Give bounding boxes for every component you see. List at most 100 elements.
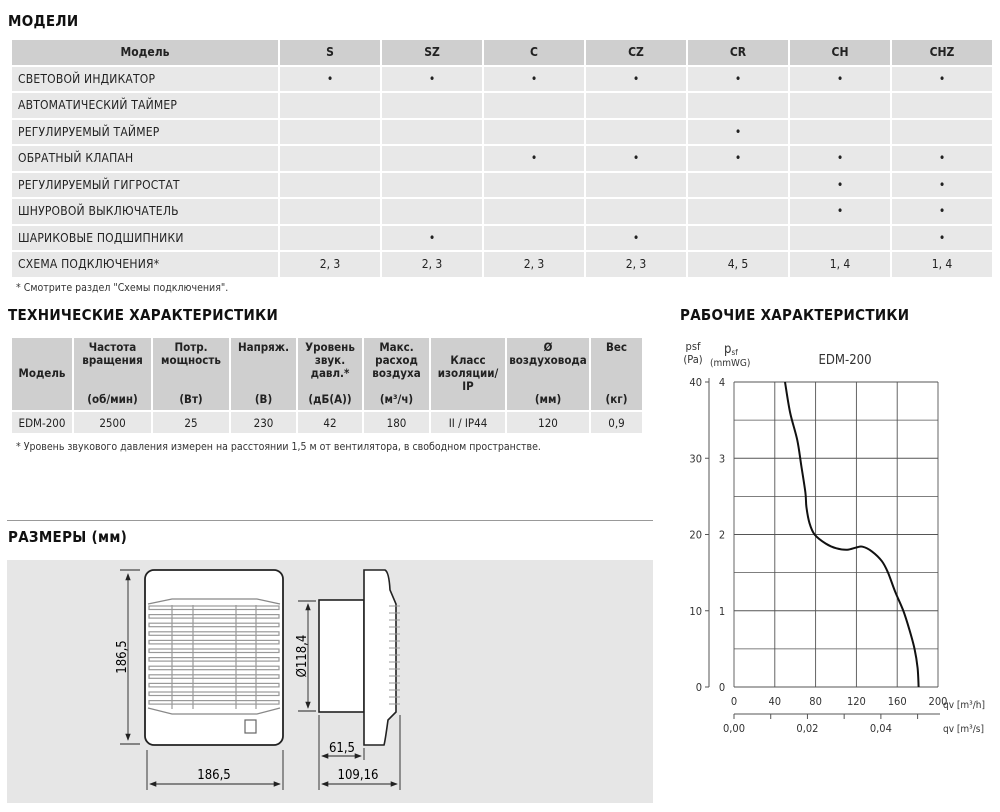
tech-header: Модель	[12, 338, 72, 410]
models-title: МОДЕЛИ	[8, 12, 79, 30]
tech-cell: 25	[153, 412, 229, 433]
feature-label: СВЕТОВОЙ ИНДИКАТОР	[12, 66, 278, 91]
x-tick-label: 200	[929, 695, 948, 708]
feature-cell	[586, 93, 686, 118]
feature-cell: •	[688, 119, 788, 144]
feature-cell: 2, 3	[280, 252, 380, 277]
feature-cell	[688, 199, 788, 224]
tech-note: * Уровень звукового давления измерен на …	[16, 441, 541, 453]
feature-cell	[688, 93, 788, 118]
feature-cell	[382, 199, 482, 224]
tech-header: Напряж. (В)	[231, 338, 296, 410]
models-note: * Смотрите раздел "Схемы подключения".	[16, 282, 229, 294]
y2-tick-label: 1	[719, 605, 725, 618]
tech-cell: EDM-200	[12, 412, 72, 433]
louver	[148, 613, 280, 619]
tech-header: Макс. расход воздуха (м³/ч)	[364, 338, 429, 410]
y2-tick-label: 0	[719, 681, 725, 694]
tech-header-name: Модель	[18, 366, 66, 380]
tech-header-name: Ø воздуховода	[509, 340, 587, 367]
fan-front-view	[144, 569, 284, 746]
y-unit-mmwg: (mmWG)	[710, 358, 750, 369]
feature-cell: •	[790, 66, 890, 91]
feature-cell: 2, 3	[382, 252, 482, 277]
feature-label: АВТОМАТИЧЕСКИЙ ТАЙМЕР	[12, 93, 278, 118]
models-header-cz: CZ	[586, 40, 686, 65]
dimensions-title: РАЗМЕРЫ (мм)	[8, 528, 128, 546]
y-tick-label: 10	[689, 605, 702, 618]
tech-cell: 230	[231, 412, 296, 433]
feature-cell	[484, 119, 584, 144]
tech-header-name: Класс изоляции/ IP	[437, 353, 499, 393]
feature-cell	[586, 172, 686, 197]
dim-height: 186,5	[115, 640, 130, 673]
feature-cell	[280, 199, 380, 224]
models-header-cr: CR	[688, 40, 788, 65]
feature-cell	[892, 93, 992, 118]
feature-cell: •	[892, 146, 992, 171]
feature-cell	[382, 119, 482, 144]
dim-width: 186,5	[197, 768, 230, 783]
feature-cell	[280, 146, 380, 171]
x-label-m3s: qv [m³/s]	[943, 724, 984, 735]
feature-cell: •	[892, 225, 992, 250]
feature-cell: •	[586, 225, 686, 250]
y-tick-label: 0	[696, 681, 702, 694]
feature-cell: •	[688, 146, 788, 171]
tech-header-name: Потр. мощность	[161, 340, 221, 367]
louver	[148, 682, 280, 688]
models-header-sz: SZ	[382, 40, 482, 65]
feature-cell: 2, 3	[484, 252, 584, 277]
fan-side-view	[318, 569, 400, 746]
feature-cell	[688, 172, 788, 197]
tech-header-name: Частота вращения	[82, 340, 143, 367]
feature-cell	[790, 93, 890, 118]
feature-cell: •	[892, 66, 992, 91]
feature-cell	[280, 225, 380, 250]
feature-cell: •	[892, 172, 992, 197]
tech-title: ТЕХНИЧЕСКИЕ ХАРАКТЕРИСТИКИ	[8, 306, 279, 324]
tech-header: Ø воздуховода (мм)	[507, 338, 589, 410]
feature-cell	[382, 93, 482, 118]
feature-cell: 1, 4	[892, 252, 992, 277]
y-tick-label: 30	[689, 452, 702, 465]
feature-cell: •	[790, 172, 890, 197]
feature-cell	[892, 119, 992, 144]
tech-header-unit: (об/мин)	[87, 392, 138, 406]
x2-tick-label: 0,04	[870, 722, 892, 735]
feature-cell	[280, 172, 380, 197]
feature-cell: •	[484, 146, 584, 171]
feature-cell	[484, 172, 584, 197]
feature-cell	[382, 172, 482, 197]
feature-cell: 2, 3	[586, 252, 686, 277]
tech-header-unit: (Вт)	[179, 392, 203, 406]
feature-cell: •	[688, 66, 788, 91]
louver	[148, 665, 280, 671]
x-tick-label: 120	[847, 695, 866, 708]
tech-header-name: Напряж.	[237, 340, 290, 354]
x-tick-label: 160	[888, 695, 907, 708]
tech-header-unit: (В)	[254, 392, 273, 406]
feature-cell	[790, 225, 890, 250]
y2-tick-label: 4	[719, 376, 725, 389]
y-tick-label: 20	[689, 529, 702, 542]
feature-cell	[586, 119, 686, 144]
tech-header-unit: (кг)	[605, 392, 628, 406]
y2-tick-label: 3	[719, 452, 725, 465]
feature-cell: •	[586, 146, 686, 171]
louver	[148, 605, 280, 611]
y-label-pa: psf (Pa)	[683, 340, 703, 366]
feature-cell: •	[382, 225, 482, 250]
models-header-s: S	[280, 40, 380, 65]
louver	[148, 691, 280, 697]
x2-tick-label: 0,02	[796, 722, 818, 735]
tech-header-unit: (дБ(А))	[308, 392, 352, 406]
feature-label: ШНУРОВОЙ ВЫКЛЮЧАТЕЛЬ	[12, 199, 278, 224]
y-tick-label: 40	[689, 376, 702, 389]
dim-duct-diameter: Ø118,4	[295, 635, 310, 678]
feature-cell: •	[790, 146, 890, 171]
feature-label: ШАРИКОВЫЕ ПОДШИПНИКИ	[12, 225, 278, 250]
x-tick-label: 40	[769, 695, 782, 708]
louver	[148, 699, 280, 705]
